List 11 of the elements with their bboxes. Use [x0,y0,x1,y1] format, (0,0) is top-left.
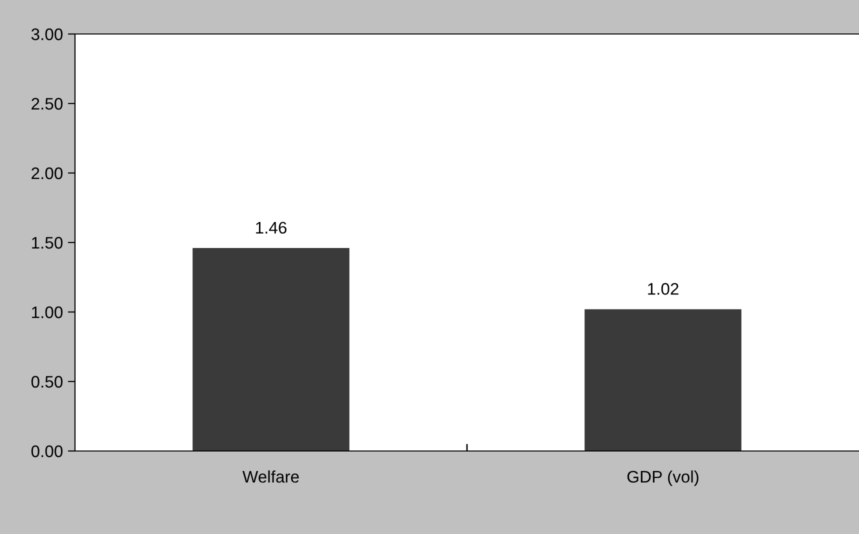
y-tick-label: 1.00 [32,306,63,318]
y-tick-label: 0.00 [31,445,63,458]
data-label: 1.02 [648,283,678,295]
x-tick-label: Welfare [242,470,299,483]
y-tick-label: 0.50 [31,376,63,388]
y-tick-label: 2.00 [32,167,63,180]
x-tick-label: GDP (vol) [627,470,698,486]
y-tick-label: 1.50 [32,236,63,249]
data-label: 1.46 [256,222,286,234]
y-tick-label: 3.00 [31,28,63,40]
y-tick-label: 2.50 [32,98,63,110]
